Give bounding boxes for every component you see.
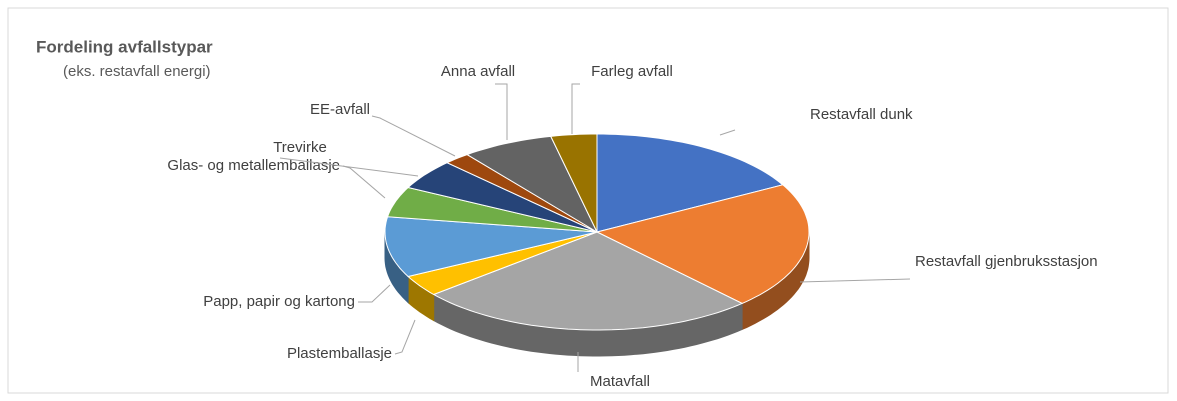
slice-label: Plastemballasje xyxy=(287,345,392,362)
slice xyxy=(432,231,744,331)
chart-title: Fordeling avfallstypar xyxy=(36,37,213,56)
slice xyxy=(384,216,598,278)
slice-label: Restavfall dunk xyxy=(810,106,913,123)
leader-line xyxy=(799,278,911,283)
slice-label: Glas- og metallemballasje xyxy=(167,157,340,174)
leader-line xyxy=(719,129,736,136)
chart-subtitle: (eks. restavfall energi) xyxy=(63,63,211,80)
slice-label: Restavfall gjenbruksstasjon xyxy=(915,253,1098,270)
slice-label: EE-avfall xyxy=(310,101,370,118)
slice-label: Farleg avfall xyxy=(591,63,673,80)
leader-line xyxy=(279,157,419,177)
slice xyxy=(596,133,784,233)
leader-line xyxy=(495,83,508,140)
leader-line xyxy=(571,83,580,134)
slice xyxy=(407,162,598,233)
slice xyxy=(550,133,598,233)
slice xyxy=(407,231,598,296)
slice-label: Matavfall xyxy=(590,373,650,390)
slice xyxy=(595,184,810,304)
leader-line xyxy=(358,284,391,303)
slice-label: Trevirke xyxy=(273,139,327,156)
slice-label: Papp, papir og kartong xyxy=(203,293,355,310)
leader-line xyxy=(371,115,456,157)
slice xyxy=(465,135,599,234)
leader-line xyxy=(394,319,416,355)
slice xyxy=(445,154,598,233)
slice-label: Anna avfall xyxy=(441,63,515,80)
slice xyxy=(386,186,598,233)
